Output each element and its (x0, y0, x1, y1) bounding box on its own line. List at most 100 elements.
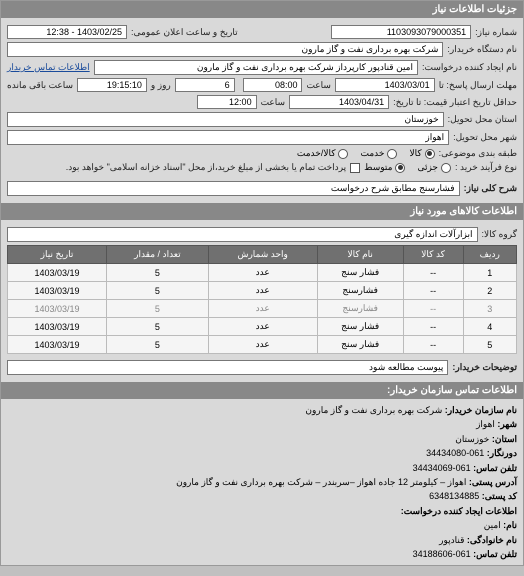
family-value: قنادپور (439, 535, 464, 545)
buyer-note-field: پیوست مطالعه شود (7, 360, 448, 375)
table-header: تاریخ نیاز (8, 246, 107, 264)
requester-label: نام ایجاد کننده درخواست: (422, 62, 517, 73)
contact-city-label: شهر: (497, 419, 517, 429)
address-value: اهواز – کیلومتر 12 جاده اهواز –سربندر – … (176, 477, 466, 487)
table-row: 1--فشار سنجعدد51403/03/19 (8, 264, 517, 282)
buyer-note-label: توضیحات خریدار: (452, 362, 517, 373)
table-row: 4--فشار سنجعدد51403/03/19 (8, 318, 517, 336)
requester-field: امین قنادپور کارپرداز شرکت بهره برداری ن… (94, 60, 418, 75)
radio-dot-icon (441, 163, 451, 173)
creator-phone-label: تلفن تماس: (473, 549, 517, 559)
validity-time-label: ساعت (261, 97, 286, 108)
request-no-field: 1103093079000351 (331, 25, 471, 39)
contact-link[interactable]: اطلاعات تماس خریدار (7, 62, 90, 73)
radio-dot-icon (387, 149, 397, 159)
panel-title: جزئیات اطلاعات نیاز (1, 1, 523, 18)
table-cell: 5 (107, 318, 209, 336)
group-label: گروه کالا: (482, 229, 517, 240)
table-cell: فشارسنج (317, 282, 403, 300)
creator-header: اطلاعات ایجاد کننده درخواست: (7, 504, 517, 518)
items-body: گروه کالا: ابزارآلات اندازه گیری ردیفکد … (1, 220, 523, 382)
table-cell: 3 (463, 300, 516, 318)
table-cell: -- (403, 318, 463, 336)
purchase-note: پرداخت تمام یا بخشی از مبلغ خرید،از محل … (66, 162, 346, 173)
table-cell: فشار سنج (317, 264, 403, 282)
buyer-org-field: شرکت بهره برداری نفت و گاز مارون (7, 42, 443, 57)
deadline-send-time-label: ساعت (306, 80, 331, 91)
table-row: 2--فشارسنجعدد51403/03/19 (8, 282, 517, 300)
address-label: آدرس پستی: (469, 477, 517, 487)
table-cell: 1403/03/19 (8, 318, 107, 336)
radio-medium[interactable]: متوسط (364, 162, 405, 173)
table-cell: 2 (463, 282, 516, 300)
table-cell: 5 (107, 264, 209, 282)
validity-time: 12:00 (197, 95, 257, 109)
table-cell: فشارسنج (317, 300, 403, 318)
datetime-label: تاریخ و ساعت اعلان عمومی: (131, 27, 238, 38)
table-cell: عدد (208, 336, 317, 354)
creator-phone-value: 061-34188606 (413, 549, 471, 559)
radio-service[interactable]: خدمت (360, 148, 397, 159)
city-field: اهواز (7, 130, 449, 145)
postal-value: 6348134885 (429, 491, 479, 501)
table-cell: -- (403, 282, 463, 300)
table-cell: 4 (463, 318, 516, 336)
time-left-label: ساعت باقی مانده (7, 80, 73, 91)
contact-city-value: اهواز (476, 419, 495, 429)
table-cell: عدد (208, 318, 317, 336)
family-label: نام خانوادگی: (467, 535, 517, 545)
validity-date: 1403/04/31 (289, 95, 389, 109)
contact-info: نام سازمان خریدار: شرکت بهره برداری نفت … (1, 399, 523, 565)
contact-header: اطلاعات تماس سازمان خریدار: (1, 382, 523, 399)
table-header: کد کالا (403, 246, 463, 264)
table-cell: 1403/03/19 (8, 336, 107, 354)
details-panel: جزئیات اطلاعات نیاز شماره نیاز: 11030930… (0, 0, 524, 566)
treasury-checkbox[interactable] (350, 163, 360, 173)
table-cell: عدد (208, 264, 317, 282)
postal-label: کد پستی: (482, 491, 517, 501)
table-cell: 1403/03/19 (8, 264, 107, 282)
radio-goods-service[interactable]: کالا/خدمت (297, 148, 349, 159)
table-cell: 5 (463, 336, 516, 354)
table-header: نام کالا (317, 246, 403, 264)
fax-label: دورنگار: (487, 448, 517, 458)
table-header: ردیف (463, 246, 516, 264)
subject-type-radios: کالا خدمت کالا/خدمت (297, 148, 435, 159)
radio-dot-icon (338, 149, 348, 159)
time-left-field: 19:15:10 (77, 78, 147, 92)
table-cell: 5 (107, 300, 209, 318)
table-cell: -- (403, 300, 463, 318)
table-header: تعداد / مقدار (107, 246, 209, 264)
items-header: اطلاعات کالاهای مورد نیاز (1, 203, 523, 220)
name-label: نام: (503, 520, 517, 530)
main-form: شماره نیاز: 1103093079000351 تاریخ و ساع… (1, 18, 523, 203)
purchase-type-label: نوع فرآیند خرید : (455, 162, 517, 173)
contact-phone-value: 061-34434069 (413, 463, 471, 473)
province-field: خوزستان (7, 112, 444, 127)
table-row: 5--فشار سنجعدد51403/03/19 (8, 336, 517, 354)
org-label: نام سازمان خریدار: (445, 405, 517, 415)
items-table: ردیفکد کالانام کالاواحد شمارشتعداد / مقد… (7, 245, 517, 354)
deadline-send-label: مهلت ارسال پاسخ: تا (439, 80, 517, 91)
table-cell: 5 (107, 282, 209, 300)
contact-province-label: استان: (492, 434, 517, 444)
table-cell: فشار سنج (317, 336, 403, 354)
table-cell: -- (403, 336, 463, 354)
table-cell: 1403/03/19 (8, 282, 107, 300)
radio-small[interactable]: جزئی (417, 162, 451, 173)
request-no-label: شماره نیاز: (475, 27, 517, 38)
table-header: واحد شمارش (208, 246, 317, 264)
subject-type-label: طبقه بندی موضوعی: (439, 148, 517, 159)
deadline-send-date: 1403/03/01 (335, 78, 435, 92)
radio-goods[interactable]: کالا (409, 148, 434, 159)
table-cell: 1 (463, 264, 516, 282)
buyer-org-label: نام دستگاه خریدار: (447, 44, 517, 55)
purchase-type-radios: جزئی متوسط (364, 162, 451, 173)
city-label: شهر محل تحویل: (453, 132, 517, 143)
radio-dot-icon (425, 149, 435, 159)
table-cell: -- (403, 264, 463, 282)
table-row: 3--فشارسنجعدد51403/03/19 (8, 300, 517, 318)
radio-dot-icon (395, 163, 405, 173)
deadline-send-time: 08:00 (243, 78, 303, 92)
validity-label: حداقل تاریخ اعتبار قیمت: تا تاریخ: (393, 97, 517, 108)
